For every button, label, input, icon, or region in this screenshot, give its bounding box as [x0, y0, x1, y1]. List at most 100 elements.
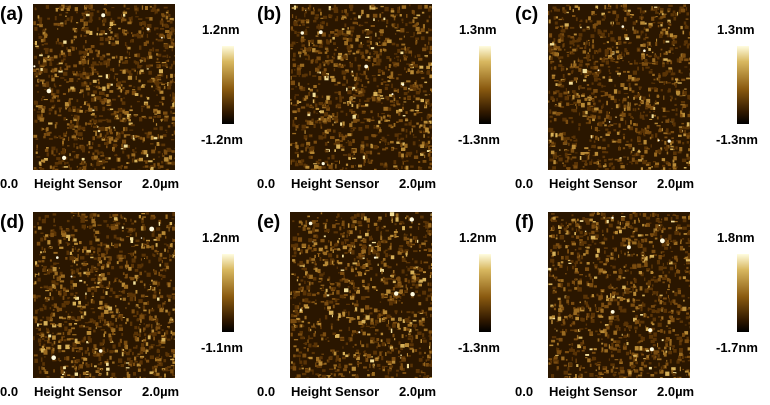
surface-grain — [559, 60, 562, 63]
surface-grain — [393, 97, 396, 102]
surface-grain — [41, 333, 45, 338]
surface-grain — [346, 79, 348, 84]
surface-grain — [561, 36, 564, 40]
surface-grain — [575, 102, 577, 106]
surface-grain — [127, 70, 132, 74]
surface-grain — [584, 46, 587, 50]
height-colorbar — [222, 254, 234, 332]
surface-grain — [430, 292, 432, 297]
surface-grain — [604, 57, 609, 60]
surface-grain — [425, 311, 428, 316]
surface-grain — [120, 291, 124, 293]
surface-grain — [361, 105, 366, 108]
surface-grain — [393, 23, 396, 27]
surface-grain — [100, 312, 104, 317]
surface-grain — [43, 273, 48, 275]
surface-grain — [104, 303, 108, 306]
surface-grain — [349, 96, 352, 102]
surface-grain — [672, 163, 677, 167]
surface-grain — [97, 85, 99, 90]
surface-grain — [630, 16, 633, 19]
surface-grain — [120, 84, 123, 87]
surface-grain — [355, 164, 357, 167]
surface-grain — [165, 25, 170, 28]
surface-grain — [44, 305, 47, 310]
surface-grain — [313, 110, 316, 114]
surface-grain — [295, 160, 297, 164]
surface-grain — [359, 24, 364, 27]
surface-grain — [381, 69, 384, 72]
surface-grain — [346, 45, 351, 50]
surface-grain — [567, 153, 572, 155]
surface-grain — [312, 228, 315, 233]
surface-grain — [353, 113, 357, 116]
surface-grain — [99, 91, 103, 95]
surface-grain — [648, 93, 650, 96]
surface-grain — [81, 51, 86, 54]
surface-grain — [572, 108, 578, 113]
surface-grain — [403, 56, 407, 61]
surface-grain — [79, 106, 82, 108]
surface-grain — [133, 333, 135, 338]
surface-grain — [352, 318, 356, 320]
surface-grain — [152, 332, 155, 337]
surface-grain — [381, 318, 385, 322]
surface-grain — [68, 323, 72, 326]
surface-grain — [72, 286, 74, 290]
surface-grain — [295, 128, 297, 131]
surface-grain — [351, 366, 356, 371]
surface-grain — [548, 139, 552, 143]
surface-grain — [411, 125, 416, 128]
surface-grain — [40, 286, 43, 289]
surface-grain — [333, 231, 338, 234]
surface-grain — [403, 101, 407, 103]
surface-grain — [303, 135, 308, 140]
surface-grain — [413, 95, 416, 98]
surface-grain — [156, 349, 160, 353]
surface-grain — [591, 44, 595, 49]
surface-grain — [558, 157, 563, 162]
surface-grain — [402, 162, 404, 165]
surface-grain — [155, 38, 158, 41]
surface-grain — [155, 88, 160, 90]
surface-grain — [47, 55, 50, 59]
surface-grain — [93, 229, 95, 232]
surface-grain — [159, 135, 164, 139]
surface-grain — [587, 96, 592, 99]
surface-grain — [144, 165, 149, 168]
surface-grain — [106, 362, 109, 366]
surface-grain — [116, 295, 118, 298]
surface-grain — [132, 228, 136, 232]
surface-grain — [383, 81, 387, 83]
surface-grain — [131, 158, 134, 163]
surface-grain — [408, 88, 412, 91]
surface-grain — [313, 140, 317, 144]
surface-grain — [91, 118, 95, 121]
surface-grain — [592, 39, 594, 44]
surface-grain — [617, 55, 622, 59]
surface-grain — [642, 43, 646, 47]
surface-grain — [352, 52, 356, 55]
surface-grain — [84, 101, 88, 103]
surface-grain — [156, 64, 160, 67]
surface-grain — [654, 152, 658, 157]
surface-grain — [552, 6, 557, 10]
surface-grain — [155, 250, 159, 252]
surface-grain — [125, 362, 129, 364]
surface-grain — [39, 117, 44, 122]
surface-grain — [106, 235, 109, 239]
surface-grain — [337, 316, 339, 321]
surface-grain — [103, 94, 107, 96]
surface-grain — [380, 5, 384, 8]
surface-grain — [377, 240, 381, 245]
surface-grain — [38, 216, 41, 221]
surface-grain — [36, 156, 41, 158]
surface-grain — [118, 279, 121, 283]
surface-grain — [169, 279, 172, 282]
surface-grain — [83, 311, 87, 316]
surface-grain — [163, 243, 167, 245]
surface-peak — [161, 36, 163, 39]
surface-grain — [113, 126, 115, 129]
surface-grain — [92, 61, 97, 66]
panel-label: (d) — [0, 212, 25, 233]
